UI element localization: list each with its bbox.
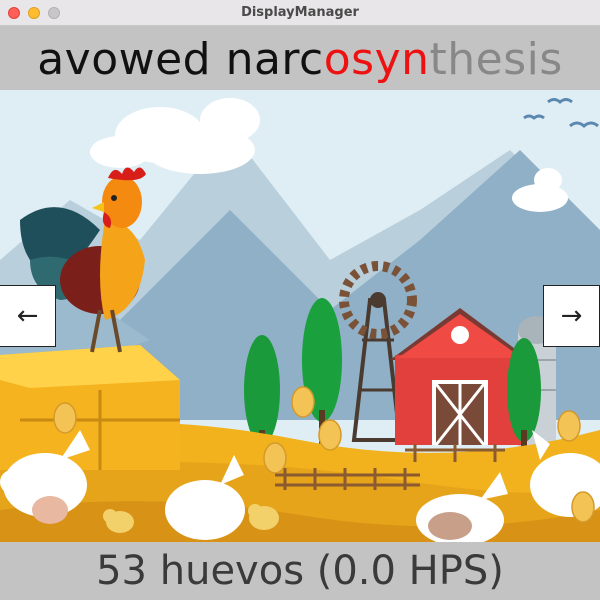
barn — [390, 308, 530, 446]
word-banner: avowed narcosynthesis — [0, 26, 600, 90]
egg-unit: huevos — [159, 548, 305, 594]
egg-counter: 53 huevos (0.0 HPS) — [0, 542, 600, 600]
cloud — [90, 98, 260, 174]
zoom-window-button[interactable] — [48, 7, 60, 19]
egg-icon — [53, 386, 595, 523]
pending-text: thesis — [429, 34, 563, 85]
egg-rate: (0.0 HPS) — [316, 548, 504, 594]
hen — [0, 430, 90, 517]
close-window-button[interactable] — [8, 7, 20, 19]
farm-illustration — [0, 90, 600, 542]
typing-word: avowed narcosynthesis — [0, 34, 600, 86]
previous-button[interactable]: ← — [0, 285, 56, 347]
typed-text: avowed narc — [37, 34, 324, 85]
hen — [165, 455, 245, 540]
window-titlebar: DisplayManager — [0, 0, 600, 26]
next-button[interactable]: → — [543, 285, 600, 347]
window-title: DisplayManager — [241, 5, 359, 20]
minimize-window-button[interactable] — [28, 7, 40, 19]
arrow-left-icon: ← — [16, 301, 39, 331]
rooster — [20, 167, 146, 353]
hay-bale — [0, 345, 180, 470]
egg-count: 53 — [96, 548, 148, 594]
cloud — [512, 168, 568, 212]
birds — [523, 98, 599, 128]
arrow-right-icon: → — [560, 301, 583, 331]
current-text: osyn — [323, 34, 430, 85]
tree — [507, 338, 541, 460]
fence — [275, 444, 505, 490]
farm-scene — [0, 90, 600, 542]
chick — [103, 509, 134, 533]
chick — [248, 504, 279, 530]
